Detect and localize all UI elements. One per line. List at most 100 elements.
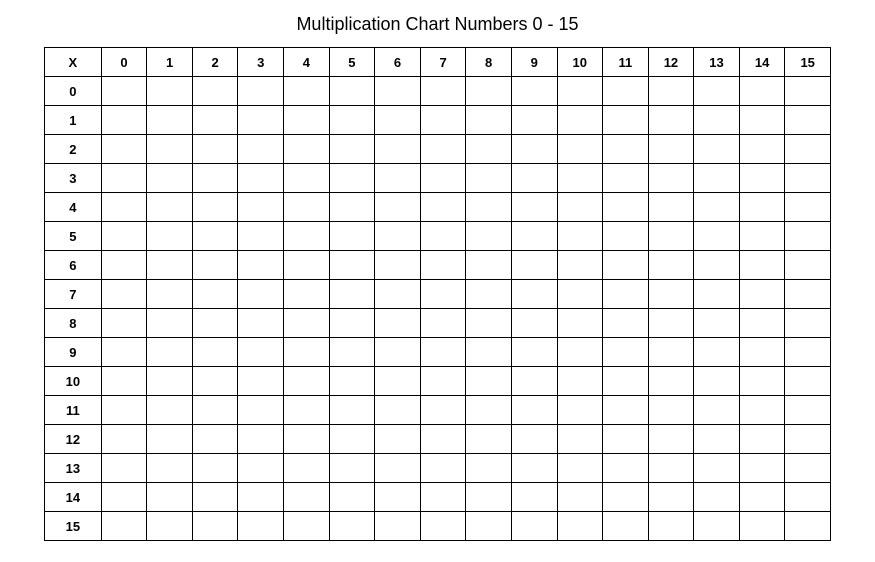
- cell-13-6: [375, 454, 421, 483]
- cell-7-15: [785, 280, 831, 309]
- cell-0-4: [284, 77, 330, 106]
- column-header-3: 3: [238, 48, 284, 77]
- cell-2-7: [420, 135, 466, 164]
- cell-9-8: [466, 338, 512, 367]
- table-row: 13: [45, 454, 831, 483]
- row-header-14: 14: [45, 483, 102, 512]
- cell-11-6: [375, 396, 421, 425]
- cell-7-8: [466, 280, 512, 309]
- cell-11-9: [511, 396, 557, 425]
- cell-1-14: [739, 106, 785, 135]
- cell-0-11: [603, 77, 649, 106]
- cell-13-3: [238, 454, 284, 483]
- cell-14-10: [557, 483, 603, 512]
- cell-13-9: [511, 454, 557, 483]
- cell-15-10: [557, 512, 603, 541]
- cell-7-4: [284, 280, 330, 309]
- cell-6-5: [329, 251, 375, 280]
- cell-4-14: [739, 193, 785, 222]
- cell-10-13: [694, 367, 740, 396]
- cell-9-2: [192, 338, 238, 367]
- cell-10-4: [284, 367, 330, 396]
- cell-7-13: [694, 280, 740, 309]
- row-header-0: 0: [45, 77, 102, 106]
- cell-7-11: [603, 280, 649, 309]
- cell-15-3: [238, 512, 284, 541]
- cell-11-8: [466, 396, 512, 425]
- cell-10-12: [648, 367, 694, 396]
- cell-5-15: [785, 222, 831, 251]
- row-header-11: 11: [45, 396, 102, 425]
- cell-3-3: [238, 164, 284, 193]
- cell-11-10: [557, 396, 603, 425]
- cell-11-1: [147, 396, 193, 425]
- cell-13-4: [284, 454, 330, 483]
- column-header-7: 7: [420, 48, 466, 77]
- cell-15-7: [420, 512, 466, 541]
- cell-1-11: [603, 106, 649, 135]
- cell-14-2: [192, 483, 238, 512]
- cell-14-15: [785, 483, 831, 512]
- cell-3-12: [648, 164, 694, 193]
- cell-3-13: [694, 164, 740, 193]
- cell-1-7: [420, 106, 466, 135]
- cell-0-8: [466, 77, 512, 106]
- cell-12-0: [101, 425, 147, 454]
- cell-7-9: [511, 280, 557, 309]
- column-header-10: 10: [557, 48, 603, 77]
- column-header-2: 2: [192, 48, 238, 77]
- column-header-13: 13: [694, 48, 740, 77]
- cell-14-1: [147, 483, 193, 512]
- row-header-13: 13: [45, 454, 102, 483]
- cell-2-13: [694, 135, 740, 164]
- cell-2-15: [785, 135, 831, 164]
- cell-0-14: [739, 77, 785, 106]
- cell-9-14: [739, 338, 785, 367]
- table-row: 10: [45, 367, 831, 396]
- cell-12-12: [648, 425, 694, 454]
- cell-15-8: [466, 512, 512, 541]
- cell-13-12: [648, 454, 694, 483]
- cell-2-6: [375, 135, 421, 164]
- cell-0-9: [511, 77, 557, 106]
- cell-12-15: [785, 425, 831, 454]
- cell-12-4: [284, 425, 330, 454]
- cell-6-3: [238, 251, 284, 280]
- cell-7-0: [101, 280, 147, 309]
- column-header-14: 14: [739, 48, 785, 77]
- cell-3-10: [557, 164, 603, 193]
- cell-0-12: [648, 77, 694, 106]
- cell-5-1: [147, 222, 193, 251]
- cell-14-12: [648, 483, 694, 512]
- cell-13-0: [101, 454, 147, 483]
- cell-13-14: [739, 454, 785, 483]
- cell-4-4: [284, 193, 330, 222]
- cell-6-9: [511, 251, 557, 280]
- cell-6-10: [557, 251, 603, 280]
- table-row: 1: [45, 106, 831, 135]
- cell-1-2: [192, 106, 238, 135]
- column-header-5: 5: [329, 48, 375, 77]
- cell-14-3: [238, 483, 284, 512]
- cell-14-5: [329, 483, 375, 512]
- column-header-12: 12: [648, 48, 694, 77]
- cell-3-0: [101, 164, 147, 193]
- cell-4-8: [466, 193, 512, 222]
- cell-6-2: [192, 251, 238, 280]
- cell-10-2: [192, 367, 238, 396]
- table-row: 3: [45, 164, 831, 193]
- cell-4-11: [603, 193, 649, 222]
- row-header-5: 5: [45, 222, 102, 251]
- cell-8-10: [557, 309, 603, 338]
- table-row: 8: [45, 309, 831, 338]
- cell-7-2: [192, 280, 238, 309]
- cell-1-9: [511, 106, 557, 135]
- cell-11-15: [785, 396, 831, 425]
- cell-6-14: [739, 251, 785, 280]
- cell-0-7: [420, 77, 466, 106]
- cell-4-12: [648, 193, 694, 222]
- cell-3-5: [329, 164, 375, 193]
- cell-6-0: [101, 251, 147, 280]
- cell-12-7: [420, 425, 466, 454]
- table-row: 12: [45, 425, 831, 454]
